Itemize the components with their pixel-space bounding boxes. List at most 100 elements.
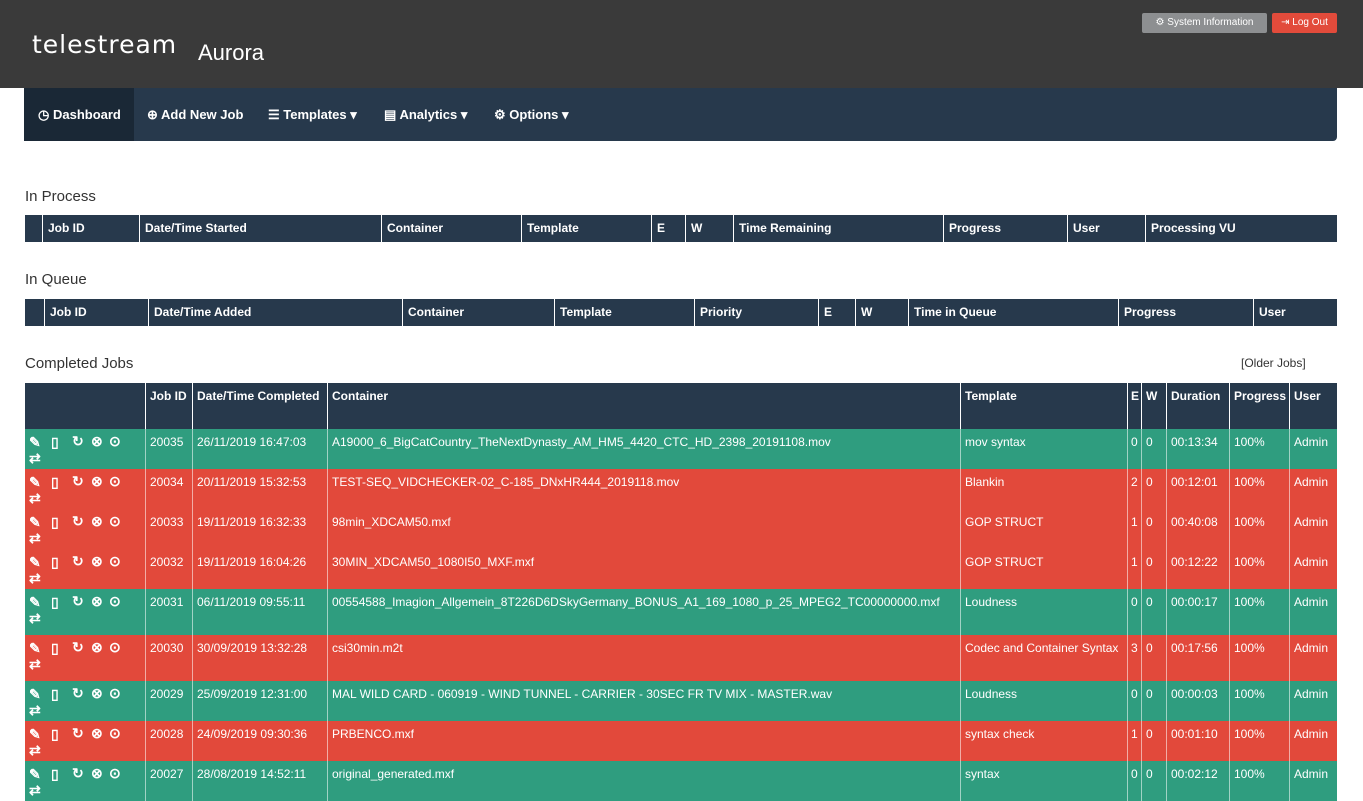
transfer-icon[interactable]: ⇄ <box>29 450 41 466</box>
table-row[interactable]: ✎ ▯ ↻ ⊗ ⊙ ⇄ 20028 24/09/2019 09:30:36 PRBENCO.mx… <box>25 721 1337 761</box>
container-cell[interactable]: csi30min.m2t <box>327 635 960 681</box>
container-cell[interactable]: 00554588_Imagion_Allgemein_8T226D6DSkyGe… <box>327 589 960 635</box>
table-row[interactable]: ✎ ▯ ↻ ⊗ ⊙ ⇄ 20031 06/11/2019 09:55:11 00554588_I… <box>25 589 1337 635</box>
edit-icon[interactable]: ✎ <box>29 594 41 610</box>
edit-icon[interactable]: ✎ <box>29 514 41 530</box>
table-row[interactable]: ✎ ▯ ↻ ⊗ ⊙ ⇄ 20034 20/11/2019 15:32:53 TEST-SEQ_V… <box>25 469 1337 509</box>
pdf-icon[interactable]: ▯ <box>51 554 59 570</box>
column-header[interactable]: Container <box>327 383 960 429</box>
retry-icon[interactable]: ↻ <box>72 725 84 741</box>
cancel-icon[interactable]: ⊗ <box>91 513 103 529</box>
pdf-icon[interactable]: ▯ <box>51 686 59 702</box>
column-header[interactable]: W <box>685 215 733 242</box>
column-header[interactable]: Date/Time Added <box>148 299 402 326</box>
transfer-icon[interactable]: ⇄ <box>29 782 41 798</box>
cancel-icon[interactable]: ⊗ <box>91 473 103 489</box>
cancel-icon[interactable]: ⊗ <box>91 593 103 609</box>
pdf-icon[interactable]: ▯ <box>51 514 59 530</box>
edit-icon[interactable]: ✎ <box>29 434 41 450</box>
retry-icon[interactable]: ↻ <box>72 473 84 489</box>
table-row[interactable]: ✎ ▯ ↻ ⊗ ⊙ ⇄ 20030 30/09/2019 13:32:28 csi30min.m… <box>25 635 1337 681</box>
column-header[interactable]: User <box>1289 383 1337 429</box>
play-icon[interactable]: ⊙ <box>109 725 121 741</box>
column-header[interactable]: Container <box>402 299 554 326</box>
cancel-icon[interactable]: ⊗ <box>91 553 103 569</box>
column-header[interactable]: W <box>855 299 908 326</box>
table-row[interactable]: ✎ ▯ ↻ ⊗ ⊙ ⇄ 20027 28/08/2019 14:52:11 original_g… <box>25 761 1337 801</box>
column-header[interactable]: E <box>651 215 685 242</box>
column-header[interactable]: User <box>1253 299 1337 326</box>
column-header[interactable]: User <box>1067 215 1145 242</box>
play-icon[interactable]: ⊙ <box>109 765 121 781</box>
nav-templates[interactable]: ☰ Templates ▾ <box>268 88 357 141</box>
cancel-icon[interactable]: ⊗ <box>91 765 103 781</box>
column-header[interactable]: Duration <box>1166 383 1229 429</box>
edit-icon[interactable]: ✎ <box>29 726 41 742</box>
retry-icon[interactable]: ↻ <box>72 553 84 569</box>
transfer-icon[interactable]: ⇄ <box>29 702 41 718</box>
edit-icon[interactable]: ✎ <box>29 766 41 782</box>
edit-icon[interactable]: ✎ <box>29 474 41 490</box>
container-cell[interactable]: TEST-SEQ_VIDCHECKER-02_C-185_DNxHR444_20… <box>327 469 960 509</box>
edit-icon[interactable]: ✎ <box>29 686 41 702</box>
pdf-icon[interactable]: ▯ <box>51 640 59 656</box>
cancel-icon[interactable]: ⊗ <box>91 685 103 701</box>
edit-icon[interactable]: ✎ <box>29 640 41 656</box>
play-icon[interactable]: ⊙ <box>109 473 121 489</box>
column-header[interactable]: Date/Time Started <box>139 215 381 242</box>
transfer-icon[interactable]: ⇄ <box>29 490 41 506</box>
column-header[interactable]: Job ID <box>145 383 192 429</box>
system-information-button[interactable]: ⚙ System Information <box>1142 13 1267 33</box>
column-header[interactable]: Template <box>521 215 651 242</box>
nav-analytics[interactable]: ▤ Analytics ▾ <box>384 88 467 141</box>
container-cell[interactable]: A19000_6_BigCatCountry_TheNextDynasty_AM… <box>327 429 960 469</box>
nav-dashboard[interactable]: ◷ Dashboard <box>24 88 134 141</box>
cancel-icon[interactable]: ⊗ <box>91 725 103 741</box>
column-header[interactable]: Template <box>554 299 694 326</box>
transfer-icon[interactable]: ⇄ <box>29 530 41 546</box>
column-header[interactable]: Progress <box>943 215 1067 242</box>
transfer-icon[interactable]: ⇄ <box>29 570 41 586</box>
transfer-icon[interactable]: ⇄ <box>29 610 41 626</box>
nav-options[interactable]: ⚙ Options ▾ <box>494 88 569 141</box>
table-row[interactable]: ✎ ▯ ↻ ⊗ ⊙ ⇄ 20029 25/09/2019 12:31:00 MAL WILD C… <box>25 681 1337 721</box>
column-header[interactable]: W <box>1141 383 1166 429</box>
cancel-icon[interactable]: ⊗ <box>91 433 103 449</box>
column-header[interactable]: Job ID <box>42 215 139 242</box>
column-header[interactable]: Job ID <box>44 299 148 326</box>
retry-icon[interactable]: ↻ <box>72 593 84 609</box>
nav-add-new-job[interactable]: ⊕ Add New Job <box>147 88 243 141</box>
play-icon[interactable]: ⊙ <box>109 513 121 529</box>
older-jobs-link[interactable]: [Older Jobs] <box>1241 356 1306 370</box>
column-header[interactable]: Template <box>960 383 1127 429</box>
column-header[interactable]: Progress <box>1229 383 1289 429</box>
transfer-icon[interactable]: ⇄ <box>29 742 41 758</box>
play-icon[interactable]: ⊙ <box>109 433 121 449</box>
pdf-icon[interactable]: ▯ <box>51 766 59 782</box>
retry-icon[interactable]: ↻ <box>72 433 84 449</box>
column-header[interactable]: E <box>1127 383 1141 429</box>
column-header[interactable]: Processing VU <box>1145 215 1337 242</box>
pdf-icon[interactable]: ▯ <box>51 434 59 450</box>
retry-icon[interactable]: ↻ <box>72 513 84 529</box>
retry-icon[interactable]: ↻ <box>72 765 84 781</box>
transfer-icon[interactable]: ⇄ <box>29 656 41 672</box>
container-cell[interactable]: 98min_XDCAM50.mxf <box>327 509 960 549</box>
container-cell[interactable]: PRBENCO.mxf <box>327 721 960 761</box>
play-icon[interactable]: ⊙ <box>109 685 121 701</box>
edit-icon[interactable]: ✎ <box>29 554 41 570</box>
container-cell[interactable]: MAL WILD CARD - 060919 - WIND TUNNEL - C… <box>327 681 960 721</box>
table-row[interactable]: ✎ ▯ ↻ ⊗ ⊙ ⇄ 20035 26/11/2019 16:47:03 A19000_6_B… <box>25 429 1337 469</box>
play-icon[interactable]: ⊙ <box>109 553 121 569</box>
pdf-icon[interactable]: ▯ <box>51 726 59 742</box>
retry-icon[interactable]: ↻ <box>72 685 84 701</box>
column-header[interactable]: E <box>818 299 855 326</box>
column-header[interactable]: Time Remaining <box>733 215 943 242</box>
play-icon[interactable]: ⊙ <box>109 593 121 609</box>
logout-button[interactable]: ⇥ Log Out <box>1272 13 1337 33</box>
table-row[interactable]: ✎ ▯ ↻ ⊗ ⊙ ⇄ 20033 19/11/2019 16:32:33 98min_XDCA… <box>25 509 1337 549</box>
container-cell[interactable]: original_generated.mxf <box>327 761 960 801</box>
column-header[interactable]: Time in Queue <box>908 299 1118 326</box>
table-row[interactable]: ✎ ▯ ↻ ⊗ ⊙ ⇄ 20032 19/11/2019 16:04:26 30MIN_XDCA… <box>25 549 1337 589</box>
column-header[interactable]: Container <box>381 215 521 242</box>
